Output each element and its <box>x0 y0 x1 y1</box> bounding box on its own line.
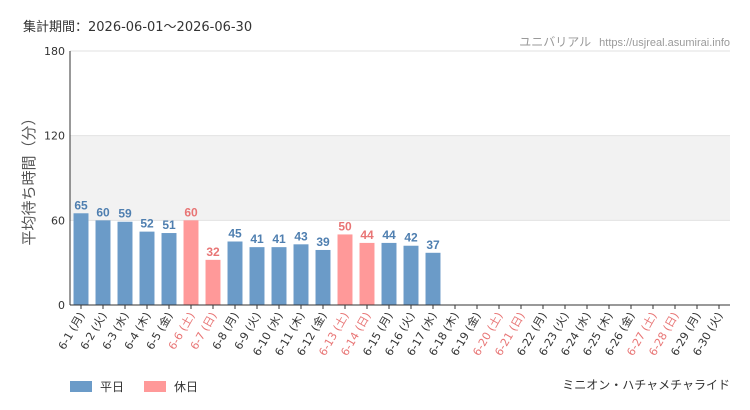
value-label: 50 <box>338 219 352 233</box>
value-label: 44 <box>360 228 374 242</box>
legend-label-holiday: 休日 <box>174 380 199 394</box>
bar <box>161 233 177 305</box>
bar <box>381 242 397 305</box>
x-tick-labels: 6-1 (月)6-2 (火)6-3 (水)6-4 (木)6-5 (金)6-6 (… <box>56 310 726 359</box>
legend-label-weekday: 平日 <box>100 380 125 394</box>
y-tick-label: 120 <box>44 130 65 143</box>
value-label: 43 <box>294 229 308 243</box>
bar <box>425 252 441 305</box>
band-rect <box>70 135 730 221</box>
bar <box>117 221 133 305</box>
bar <box>205 259 221 305</box>
bar <box>73 213 89 305</box>
bar <box>139 231 155 305</box>
period-label: 集計期間：2026-06-01〜2026-06-30 <box>23 20 253 35</box>
grid-lines <box>70 50 730 221</box>
value-label: 37 <box>426 238 440 252</box>
bar <box>293 244 309 305</box>
site-url: https://usjreal.asumirai.info <box>599 37 730 49</box>
y-tick-label: 0 <box>58 299 65 312</box>
site-credit: ユニバリアル https://usjreal.asumirai.info <box>519 33 730 50</box>
legend-swatch-weekday <box>70 381 92 392</box>
value-label: 52 <box>140 217 154 231</box>
y-axis-title: 平均待ち時間（分） <box>20 110 38 245</box>
y-tick-label: 180 <box>44 45 65 58</box>
site-name: ユニバリアル <box>519 35 592 49</box>
bar <box>183 220 199 305</box>
legend-swatch-holiday <box>144 381 167 392</box>
bar <box>403 245 419 305</box>
y-tick-label: 60 <box>51 214 65 227</box>
value-label: 42 <box>404 231 418 245</box>
bar <box>249 247 265 305</box>
value-label: 60 <box>184 205 198 219</box>
bar <box>359 242 375 305</box>
bar <box>271 247 287 305</box>
value-label: 59 <box>118 207 132 221</box>
bar <box>337 234 353 305</box>
legend: 平日 休日 <box>70 378 218 395</box>
value-label: 41 <box>272 232 286 246</box>
bars <box>73 213 441 305</box>
attraction-name: ミニオン・ハチャメチャライド <box>562 378 730 392</box>
shaded-band <box>70 135 730 221</box>
value-label: 65 <box>74 198 88 212</box>
bar <box>95 220 111 305</box>
legend-item-holiday: 休日 <box>144 378 198 395</box>
axes <box>69 51 730 309</box>
value-label: 41 <box>250 232 264 246</box>
value-label: 32 <box>206 245 220 259</box>
value-label: 39 <box>316 235 330 249</box>
value-label: 45 <box>228 227 242 241</box>
value-label: 44 <box>382 228 396 242</box>
value-label: 60 <box>96 205 110 219</box>
value-label: 51 <box>162 218 176 232</box>
value-labels: 65 60 59 52 51 60 32 45 41 41 43 39 50 44 44 42 37 <box>74 198 440 259</box>
legend-item-weekday: 平日 <box>70 378 124 395</box>
bar <box>315 249 331 305</box>
y-tick-labels: 0 60 120 180 <box>44 45 65 312</box>
bar <box>227 241 243 305</box>
